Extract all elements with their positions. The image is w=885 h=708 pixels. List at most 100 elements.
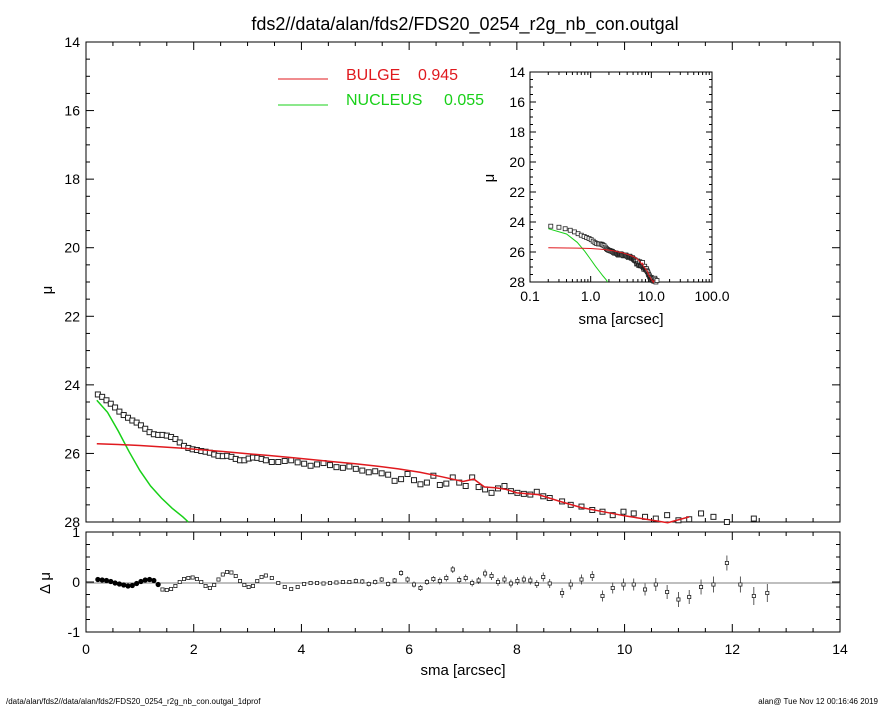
inset-y-tick-label: 16 [509,94,525,110]
inset-x-axis-label: sma [arcsec] [578,311,663,328]
residual-point [676,597,681,602]
residual-point [246,585,251,590]
residual-dense-point [125,583,131,589]
residual-y-tick-label: -1 [68,624,81,640]
residual-point [431,577,436,582]
residual-point [496,580,501,585]
residual-point [699,585,704,590]
residual-point [203,584,208,589]
residual-point [276,581,281,586]
footer-user-timestamp: alan@ Tue Nov 12 00:16:46 2019 [758,697,878,706]
main-y-tick-label: 18 [64,171,80,187]
observed-point [443,480,450,487]
inset-y-axis-label: μ [481,174,498,183]
residual-dense-point [112,580,118,586]
residual-point [177,580,182,585]
inset-y-tick-label: 24 [509,214,525,230]
residual-point [528,578,533,583]
observed-point [326,462,333,469]
residual-point [483,571,488,576]
inset-panel-frame [529,71,713,283]
x-tick-label: 4 [298,641,306,657]
residual-point [295,585,300,590]
observed-point [436,481,443,488]
residual-point [225,570,230,575]
inset-x-tick-label: 0.1 [520,288,540,304]
residual-dense-point [116,581,122,587]
inset-observed-point [567,227,573,233]
residual-point [220,572,225,577]
observed-point [475,484,482,491]
residual-points [95,555,770,607]
x-tick-label: 10 [617,641,633,657]
observed-point [630,510,637,517]
residual-panel-frame [85,531,841,633]
inset-x-tick-label: 1.0 [581,288,601,304]
residual-point [379,577,384,582]
residual-point [724,561,729,566]
residual-point [199,580,204,585]
residual-point [610,586,615,591]
residual-point [560,591,565,596]
residual-point [263,573,268,578]
observed-point [664,512,671,519]
observed-point [359,467,366,474]
observed-point [501,483,508,489]
residual-point [302,582,307,587]
residual-dense-point [151,577,157,584]
residual-point [282,585,287,590]
main-y-tick-label: 24 [64,377,80,393]
chart-title: fds2//data/alan/fds2/FDS20_0254_r2g_nb_c… [251,14,678,35]
inset-axis-ticks [529,71,712,283]
x-tick-label: 6 [405,641,413,657]
residual-point [347,580,352,585]
residual-point [579,577,584,582]
residual-dense-point [146,576,153,583]
observed-point [417,481,424,488]
inset-bulge-model-line [548,247,655,284]
x-tick-label: 2 [190,641,198,657]
observed-point [750,515,757,522]
residual-point [600,594,605,599]
legend: BULGE 0.945 NUCLEUS 0.055 [278,67,484,109]
residual-dense-point [108,578,114,585]
inset-x-tick-labels: 0.1 1.0 10.0 100.0 [520,288,729,304]
main-y-tick-label: 20 [64,240,80,256]
observed-point [103,397,110,404]
residual-point [164,588,169,593]
residual-point [765,591,770,596]
residual-point [321,581,326,586]
observed-point [698,510,705,517]
inset-y-tick-labels: 14 16 18 20 22 24 26 28 [509,64,525,290]
residual-dense-point [155,581,161,588]
residual-point [308,581,313,586]
observed-point [352,465,359,472]
residual-dense-point [121,582,127,588]
observed-point [314,461,321,468]
residual-point [457,578,462,583]
residual-dense-point [129,582,135,589]
inset-y-tick-label: 22 [509,184,525,200]
observed-point [620,508,627,515]
observed-point [346,463,353,470]
residual-point [508,581,513,586]
residual-point [450,567,455,572]
observed-point [142,425,149,432]
observed-point [723,519,730,525]
residual-point [711,582,716,587]
residual-point [160,587,165,592]
nucleus-model-line [96,399,189,523]
residual-point [207,586,212,591]
main-y-tick-label: 16 [64,103,80,119]
residual-point [340,580,345,585]
main-y-tick-labels: 14 16 18 20 22 24 26 28 [64,34,80,530]
residual-point [233,574,238,579]
residual-point [186,576,191,581]
observed-point [462,483,469,489]
residual-point [489,574,494,579]
residual-point [547,581,552,586]
main-axis-ticks [85,41,841,523]
bulge-model-line [96,443,690,524]
residual-point [242,583,247,588]
